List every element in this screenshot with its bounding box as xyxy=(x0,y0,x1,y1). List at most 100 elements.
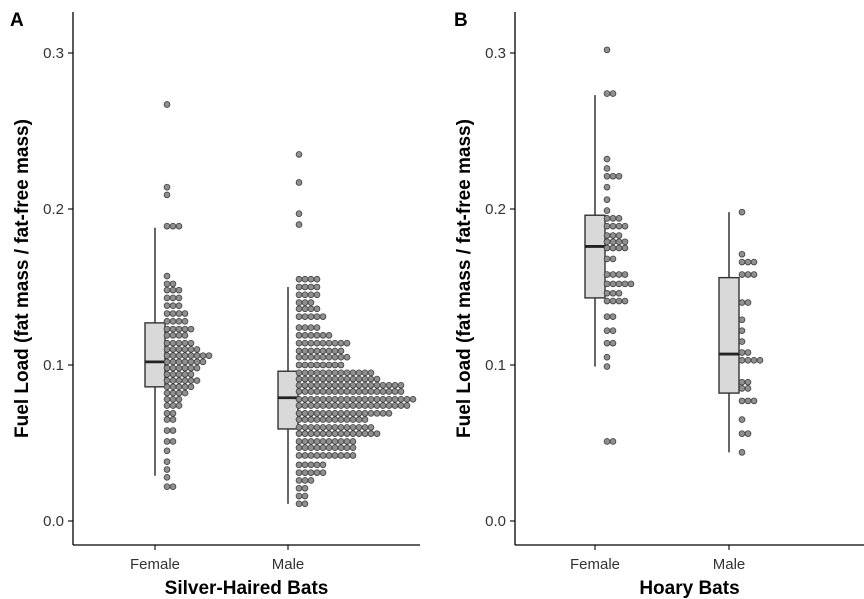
data-point xyxy=(295,424,303,431)
data-point xyxy=(301,375,309,383)
data-point xyxy=(609,289,617,297)
data-point xyxy=(307,469,315,476)
data-point xyxy=(744,299,752,306)
data-point xyxy=(313,461,321,469)
data-point xyxy=(331,381,339,389)
data-point xyxy=(373,381,381,389)
data-point xyxy=(295,402,303,409)
data-point xyxy=(313,339,321,347)
data-point xyxy=(163,466,171,473)
y-tick-label: 0.1 xyxy=(485,357,506,374)
data-point xyxy=(750,271,758,278)
data-point xyxy=(349,438,357,445)
data-point xyxy=(307,430,315,437)
data-point xyxy=(187,377,195,384)
data-point xyxy=(343,438,351,445)
data-point xyxy=(313,291,321,299)
data-point xyxy=(609,327,617,334)
data-point xyxy=(307,275,315,283)
data-point xyxy=(301,430,309,437)
data-point xyxy=(295,283,303,291)
data-point xyxy=(337,375,345,383)
data-point xyxy=(301,424,309,431)
data-point xyxy=(361,388,369,395)
data-point xyxy=(163,294,171,302)
data-point xyxy=(169,310,177,317)
data-point xyxy=(181,364,189,372)
data-point xyxy=(325,430,333,437)
data-point xyxy=(295,179,303,186)
data-point xyxy=(319,347,327,355)
data-point xyxy=(391,396,399,403)
data-point xyxy=(169,410,177,417)
data-point xyxy=(603,353,611,361)
data-point xyxy=(391,402,399,409)
data-point xyxy=(295,353,303,361)
data-point xyxy=(307,424,315,431)
data-point xyxy=(337,402,345,409)
data-point xyxy=(307,477,315,484)
data-point xyxy=(163,352,171,359)
data-point xyxy=(615,289,623,297)
data-point xyxy=(175,286,183,294)
data-point xyxy=(744,397,752,405)
data-point xyxy=(325,438,333,445)
data-point xyxy=(744,349,752,356)
data-point xyxy=(175,358,183,366)
data-point xyxy=(603,155,611,163)
data-point xyxy=(187,358,195,366)
data-point xyxy=(313,388,321,395)
data-point xyxy=(301,416,309,423)
data-point xyxy=(313,410,321,417)
y-tick-label: 0.2 xyxy=(43,201,64,218)
data-point xyxy=(325,416,333,423)
data-point xyxy=(181,358,189,366)
data-point xyxy=(337,353,345,361)
data-point xyxy=(343,424,351,431)
data-point xyxy=(609,222,617,230)
data-point xyxy=(295,410,303,417)
data-point xyxy=(325,410,333,417)
data-point xyxy=(343,353,351,361)
data-point xyxy=(307,369,315,377)
data-point xyxy=(325,369,333,377)
data-point xyxy=(349,410,357,417)
data-point xyxy=(361,410,369,417)
data-point xyxy=(403,396,411,403)
data-point xyxy=(301,484,309,492)
data-point xyxy=(301,452,309,459)
data-point xyxy=(343,444,351,451)
data-point xyxy=(181,346,189,353)
data-point xyxy=(169,396,177,403)
data-point xyxy=(367,369,375,377)
data-point xyxy=(301,313,309,320)
data-point xyxy=(615,280,623,288)
data-point xyxy=(163,346,171,353)
data-point xyxy=(355,430,363,437)
data-point xyxy=(301,305,309,313)
data-point xyxy=(175,302,183,310)
data-point xyxy=(169,286,177,294)
data-point xyxy=(301,275,309,283)
data-point xyxy=(163,222,171,230)
data-point xyxy=(175,396,183,403)
data-point xyxy=(615,238,623,246)
data-point xyxy=(385,410,393,417)
data-point xyxy=(313,369,321,377)
y-tick-label: 0.3 xyxy=(43,45,64,62)
data-point xyxy=(301,396,309,403)
data-point xyxy=(403,402,411,409)
data-point xyxy=(738,250,746,258)
data-point xyxy=(361,369,369,377)
data-point xyxy=(615,172,623,180)
x-axis-title: Silver-Haired Bats xyxy=(165,578,329,599)
data-point xyxy=(349,396,357,403)
data-point xyxy=(319,469,327,476)
data-point xyxy=(373,410,381,417)
data-point xyxy=(307,461,315,469)
data-point xyxy=(738,258,746,266)
data-point xyxy=(187,346,195,353)
data-point xyxy=(301,402,309,409)
data-point xyxy=(175,383,183,391)
data-point xyxy=(169,358,177,366)
